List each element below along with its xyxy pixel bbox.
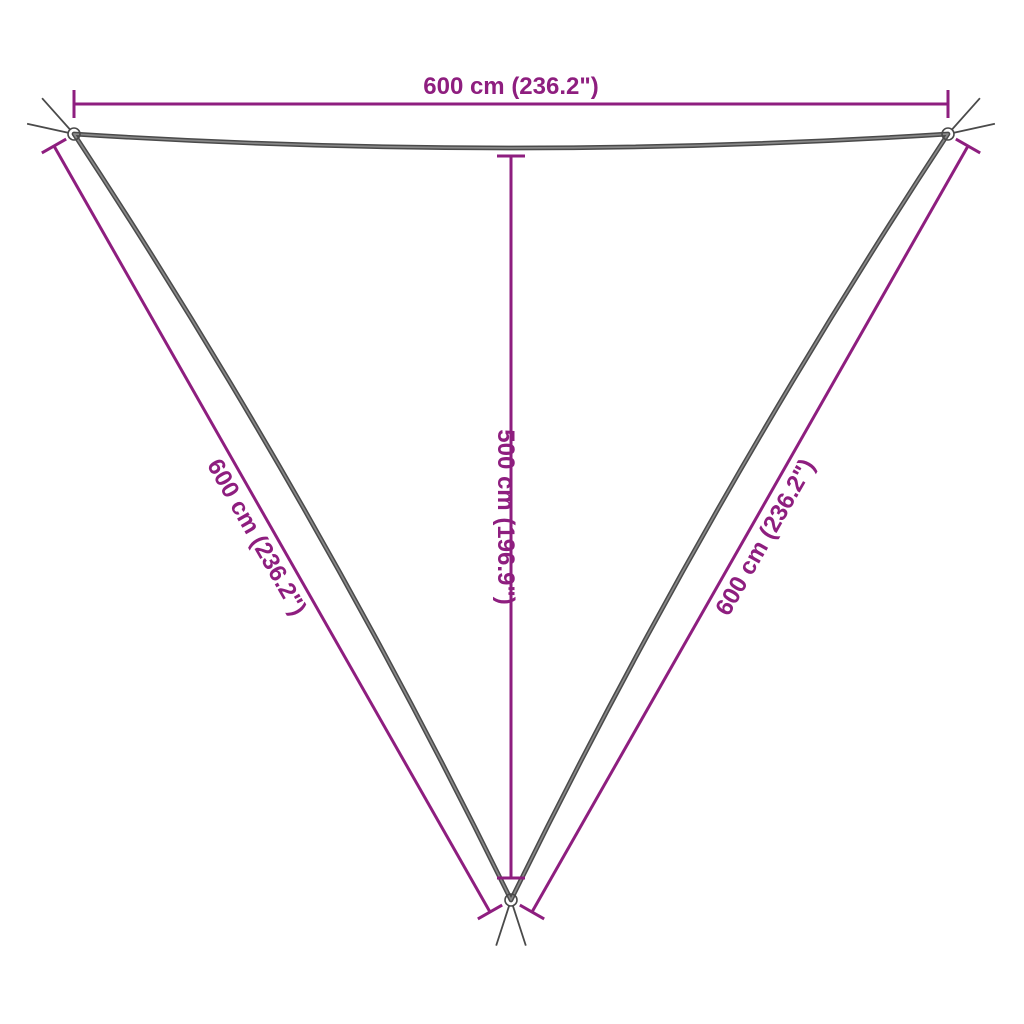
dimension-label-height: 500 cm (196.9") [492,429,519,605]
dimension-label-left_side: 600 cm (236.2") [201,454,311,620]
dimension-height: 500 cm (196.9") [492,156,525,878]
dimension-left_side: 600 cm (236.2") [42,139,502,919]
dimension-label-top: 600 cm (236.2") [423,73,599,100]
dimension-right_side: 600 cm (236.2") [520,139,980,919]
dimension-label-right_side: 600 cm (236.2") [710,454,820,620]
dimension-top: 600 cm (236.2") [74,73,948,118]
